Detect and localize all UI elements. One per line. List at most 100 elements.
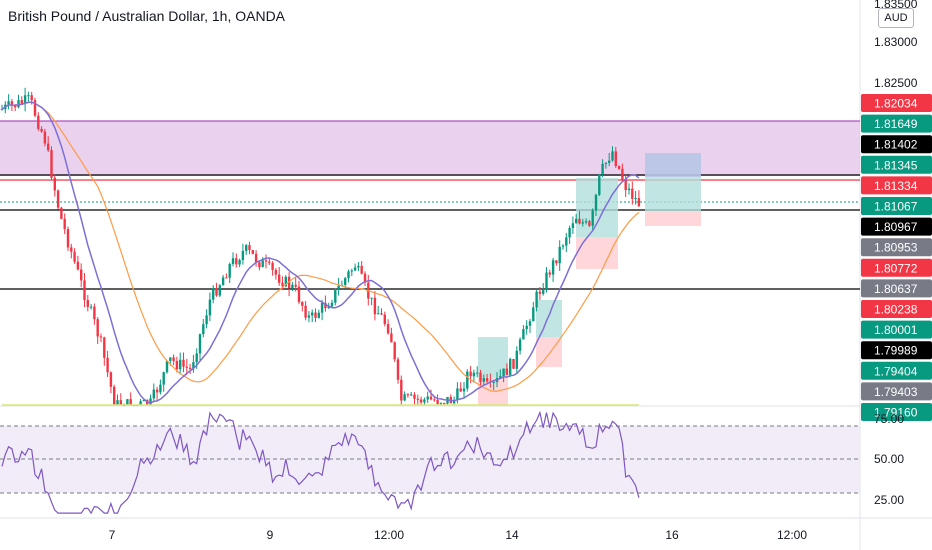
- candle-body: [558, 246, 561, 264]
- price-tag-bg: [861, 341, 932, 360]
- price-tag-label: 1.80953: [874, 241, 918, 255]
- candle-body: [155, 389, 159, 393]
- candle-body: [575, 218, 578, 224]
- candle-body: [499, 376, 502, 378]
- candle-body: [608, 160, 611, 163]
- candle-body: [225, 277, 228, 279]
- candle-body: [261, 260, 264, 268]
- time-tick-label: 16: [665, 528, 679, 542]
- candle-body: [27, 95, 30, 97]
- candle-body: [320, 302, 324, 313]
- candle-body: [212, 288, 215, 300]
- price-tag-label: 1.80967: [874, 220, 918, 234]
- candle-body: [584, 221, 588, 223]
- candle-body: [248, 245, 251, 251]
- price-tag-bg: [861, 155, 932, 174]
- price-tag-bg: [861, 403, 932, 421]
- price-tag-label: 1.79403: [874, 385, 918, 399]
- candle-body: [518, 339, 522, 351]
- candle-body: [403, 394, 406, 401]
- price-tag-bg: [861, 279, 932, 298]
- candle-body: [347, 271, 350, 279]
- candle-body: [363, 273, 367, 283]
- candle-body: [357, 265, 360, 268]
- resistance-zone: [0, 121, 860, 176]
- candle-body: [116, 400, 119, 405]
- price-tag-bg: [861, 300, 932, 318]
- price-tag-label: 1.81067: [874, 200, 918, 214]
- candle-body: [83, 280, 86, 301]
- candle-body: [291, 284, 294, 289]
- time-tick-label: 14: [505, 528, 519, 542]
- price-tag-bg: [861, 135, 932, 154]
- candle-body: [509, 359, 512, 375]
- candle-body: [80, 269, 83, 281]
- candle-body: [113, 386, 116, 405]
- candle-body: [271, 262, 274, 270]
- candle-body: [7, 101, 10, 105]
- candle-body: [370, 297, 373, 299]
- candle-body: [393, 342, 396, 360]
- currency-label[interactable]: AUD: [878, 8, 914, 28]
- candle-body: [314, 312, 317, 318]
- candle-body: [264, 260, 268, 262]
- candle-body: [195, 353, 198, 363]
- price-tag-bg: [861, 197, 932, 215]
- candle-body: [634, 198, 637, 200]
- candle-body: [20, 100, 23, 104]
- candle-body: [63, 218, 66, 230]
- candle-body: [53, 177, 56, 191]
- candle-body: [274, 269, 278, 275]
- candle-body: [76, 261, 80, 270]
- candle-body: [37, 115, 40, 129]
- candle-body: [353, 267, 357, 271]
- candle-body: [492, 382, 495, 384]
- candle-body: [588, 221, 591, 226]
- candle-body: [502, 368, 505, 377]
- candle-body: [60, 207, 63, 219]
- price-tag-label: 1.81345: [874, 158, 918, 172]
- candle-body: [129, 399, 132, 405]
- time-tick-label: 7: [109, 528, 116, 542]
- candle-body: [578, 218, 581, 224]
- candle-body: [631, 188, 634, 199]
- candle-body: [185, 366, 188, 368]
- ma-fast-line: [1, 101, 640, 404]
- candle-body: [165, 360, 169, 373]
- candle-body: [551, 260, 555, 275]
- ma-slow-line: [1, 101, 640, 392]
- candle-body: [383, 314, 386, 325]
- chart-title: British Pound / Australian Dollar, 1h, O…: [8, 8, 286, 24]
- candle-body: [390, 333, 393, 343]
- candle-body: [604, 162, 608, 164]
- candle-body: [591, 210, 594, 226]
- price-tick-label: 1.82500: [874, 76, 918, 90]
- candle-body: [287, 276, 291, 289]
- price-axis[interactable]: 1.83500 1.83000 1.82500: [874, 0, 918, 90]
- position-stop: [576, 237, 618, 269]
- position-target: [645, 153, 701, 177]
- candle-body: [162, 372, 165, 385]
- position-stop: [645, 211, 701, 226]
- candle-body: [456, 388, 459, 400]
- candle-body: [202, 324, 205, 335]
- candle-body: [462, 388, 466, 392]
- candle-body: [410, 394, 413, 396]
- time-axis[interactable]: 7 9 12:00 14 16 12:00: [109, 528, 808, 542]
- price-tag-label: 1.80001: [874, 323, 918, 337]
- candle-body: [416, 398, 419, 400]
- candle-body: [47, 143, 50, 151]
- candle-body: [452, 399, 456, 404]
- candle-body: [205, 315, 208, 325]
- candle-body: [254, 253, 258, 263]
- price-tag-bg: [861, 382, 932, 401]
- candle-body: [611, 151, 614, 161]
- candle-body: [419, 399, 423, 403]
- candle-body: [479, 372, 482, 382]
- price-tag-label: 1.79989: [874, 344, 918, 358]
- candle-body: [525, 325, 528, 330]
- candle-body: [228, 263, 231, 278]
- candle-body: [334, 288, 337, 303]
- rsi-tick-label: 75.00: [874, 412, 904, 426]
